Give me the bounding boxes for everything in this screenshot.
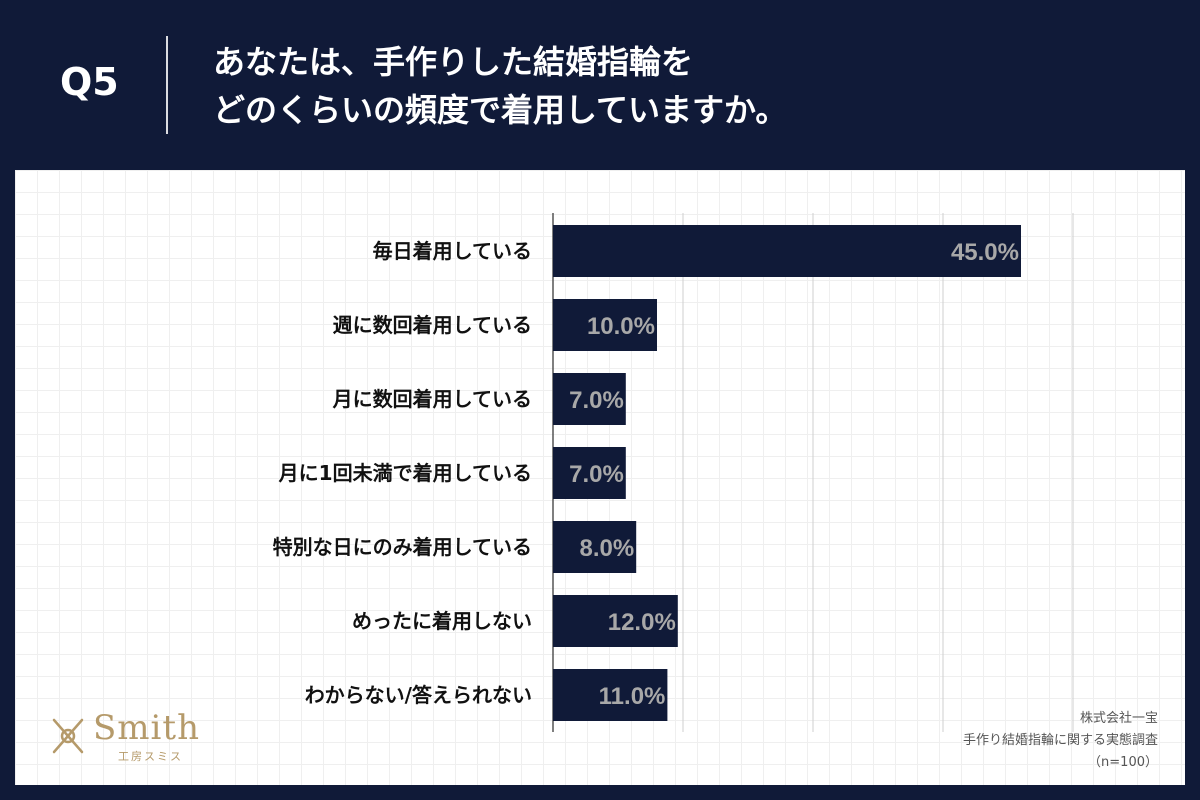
- value-label: 7.0%: [569, 461, 624, 488]
- question-number: Q5: [60, 60, 119, 104]
- category-label: 月に数回着用している: [332, 387, 532, 411]
- header: Q5 あなたは、手作りした結婚指輪を どのくらいの頻度で着用していますか。: [0, 0, 1200, 168]
- category-label: 毎日着用している: [373, 239, 532, 263]
- value-label: 7.0%: [569, 387, 624, 414]
- question-title-line2: どのくらいの頻度で着用していますか。: [213, 91, 788, 129]
- value-label: 10.0%: [587, 313, 655, 340]
- category-labels: 毎日着用している週に数回着用している月に数回着用している月に1回未満で着用してい…: [273, 239, 532, 707]
- logo-name: Smith: [93, 708, 200, 748]
- source-note: 株式会社一宝 手作り結婚指輪に関する実態調査 （n=100）: [963, 708, 1158, 774]
- category-label: 月に1回未満で着用している: [278, 461, 532, 485]
- bar: [553, 299, 657, 351]
- category-label: 特別な日にのみ着用している: [273, 535, 532, 559]
- gridlines: [552, 213, 1074, 732]
- value-label: 12.0%: [608, 609, 676, 636]
- bar: [553, 447, 626, 499]
- category-label: 週に数回着用している: [333, 313, 532, 337]
- crossed-tools-icon: [52, 718, 84, 754]
- value-label: 45.0%: [951, 239, 1019, 266]
- bar: [553, 669, 668, 721]
- question-title-line1: あなたは、手作りした結婚指輪を: [213, 43, 694, 81]
- question-title: あなたは、手作りした結婚指輪を どのくらいの頻度で着用していますか。: [213, 38, 787, 134]
- bar: [553, 521, 637, 573]
- bar: [553, 373, 626, 425]
- category-label: めったに着用しない: [352, 609, 532, 633]
- smith-logo: Smith 工房スミス: [48, 708, 228, 764]
- source-company: 株式会社一宝: [1079, 711, 1158, 726]
- bar: [553, 225, 1021, 277]
- category-label: わからない/答えられない: [305, 683, 532, 707]
- bar: [553, 595, 678, 647]
- bars: [553, 225, 1021, 721]
- header-divider: [166, 36, 168, 134]
- source-sample-size: （n=100）: [1088, 755, 1158, 770]
- value-label: 11.0%: [599, 683, 666, 710]
- value-labels: 45.0% 10.0% 7.0% 7.0% 8.0% 12.0% 11.0%: [569, 239, 1019, 710]
- source-survey: 手作り結婚指輪に関する実態調査: [962, 733, 1158, 748]
- value-label: 8.0%: [579, 535, 634, 562]
- logo-subtitle: 工房スミス: [118, 750, 183, 763]
